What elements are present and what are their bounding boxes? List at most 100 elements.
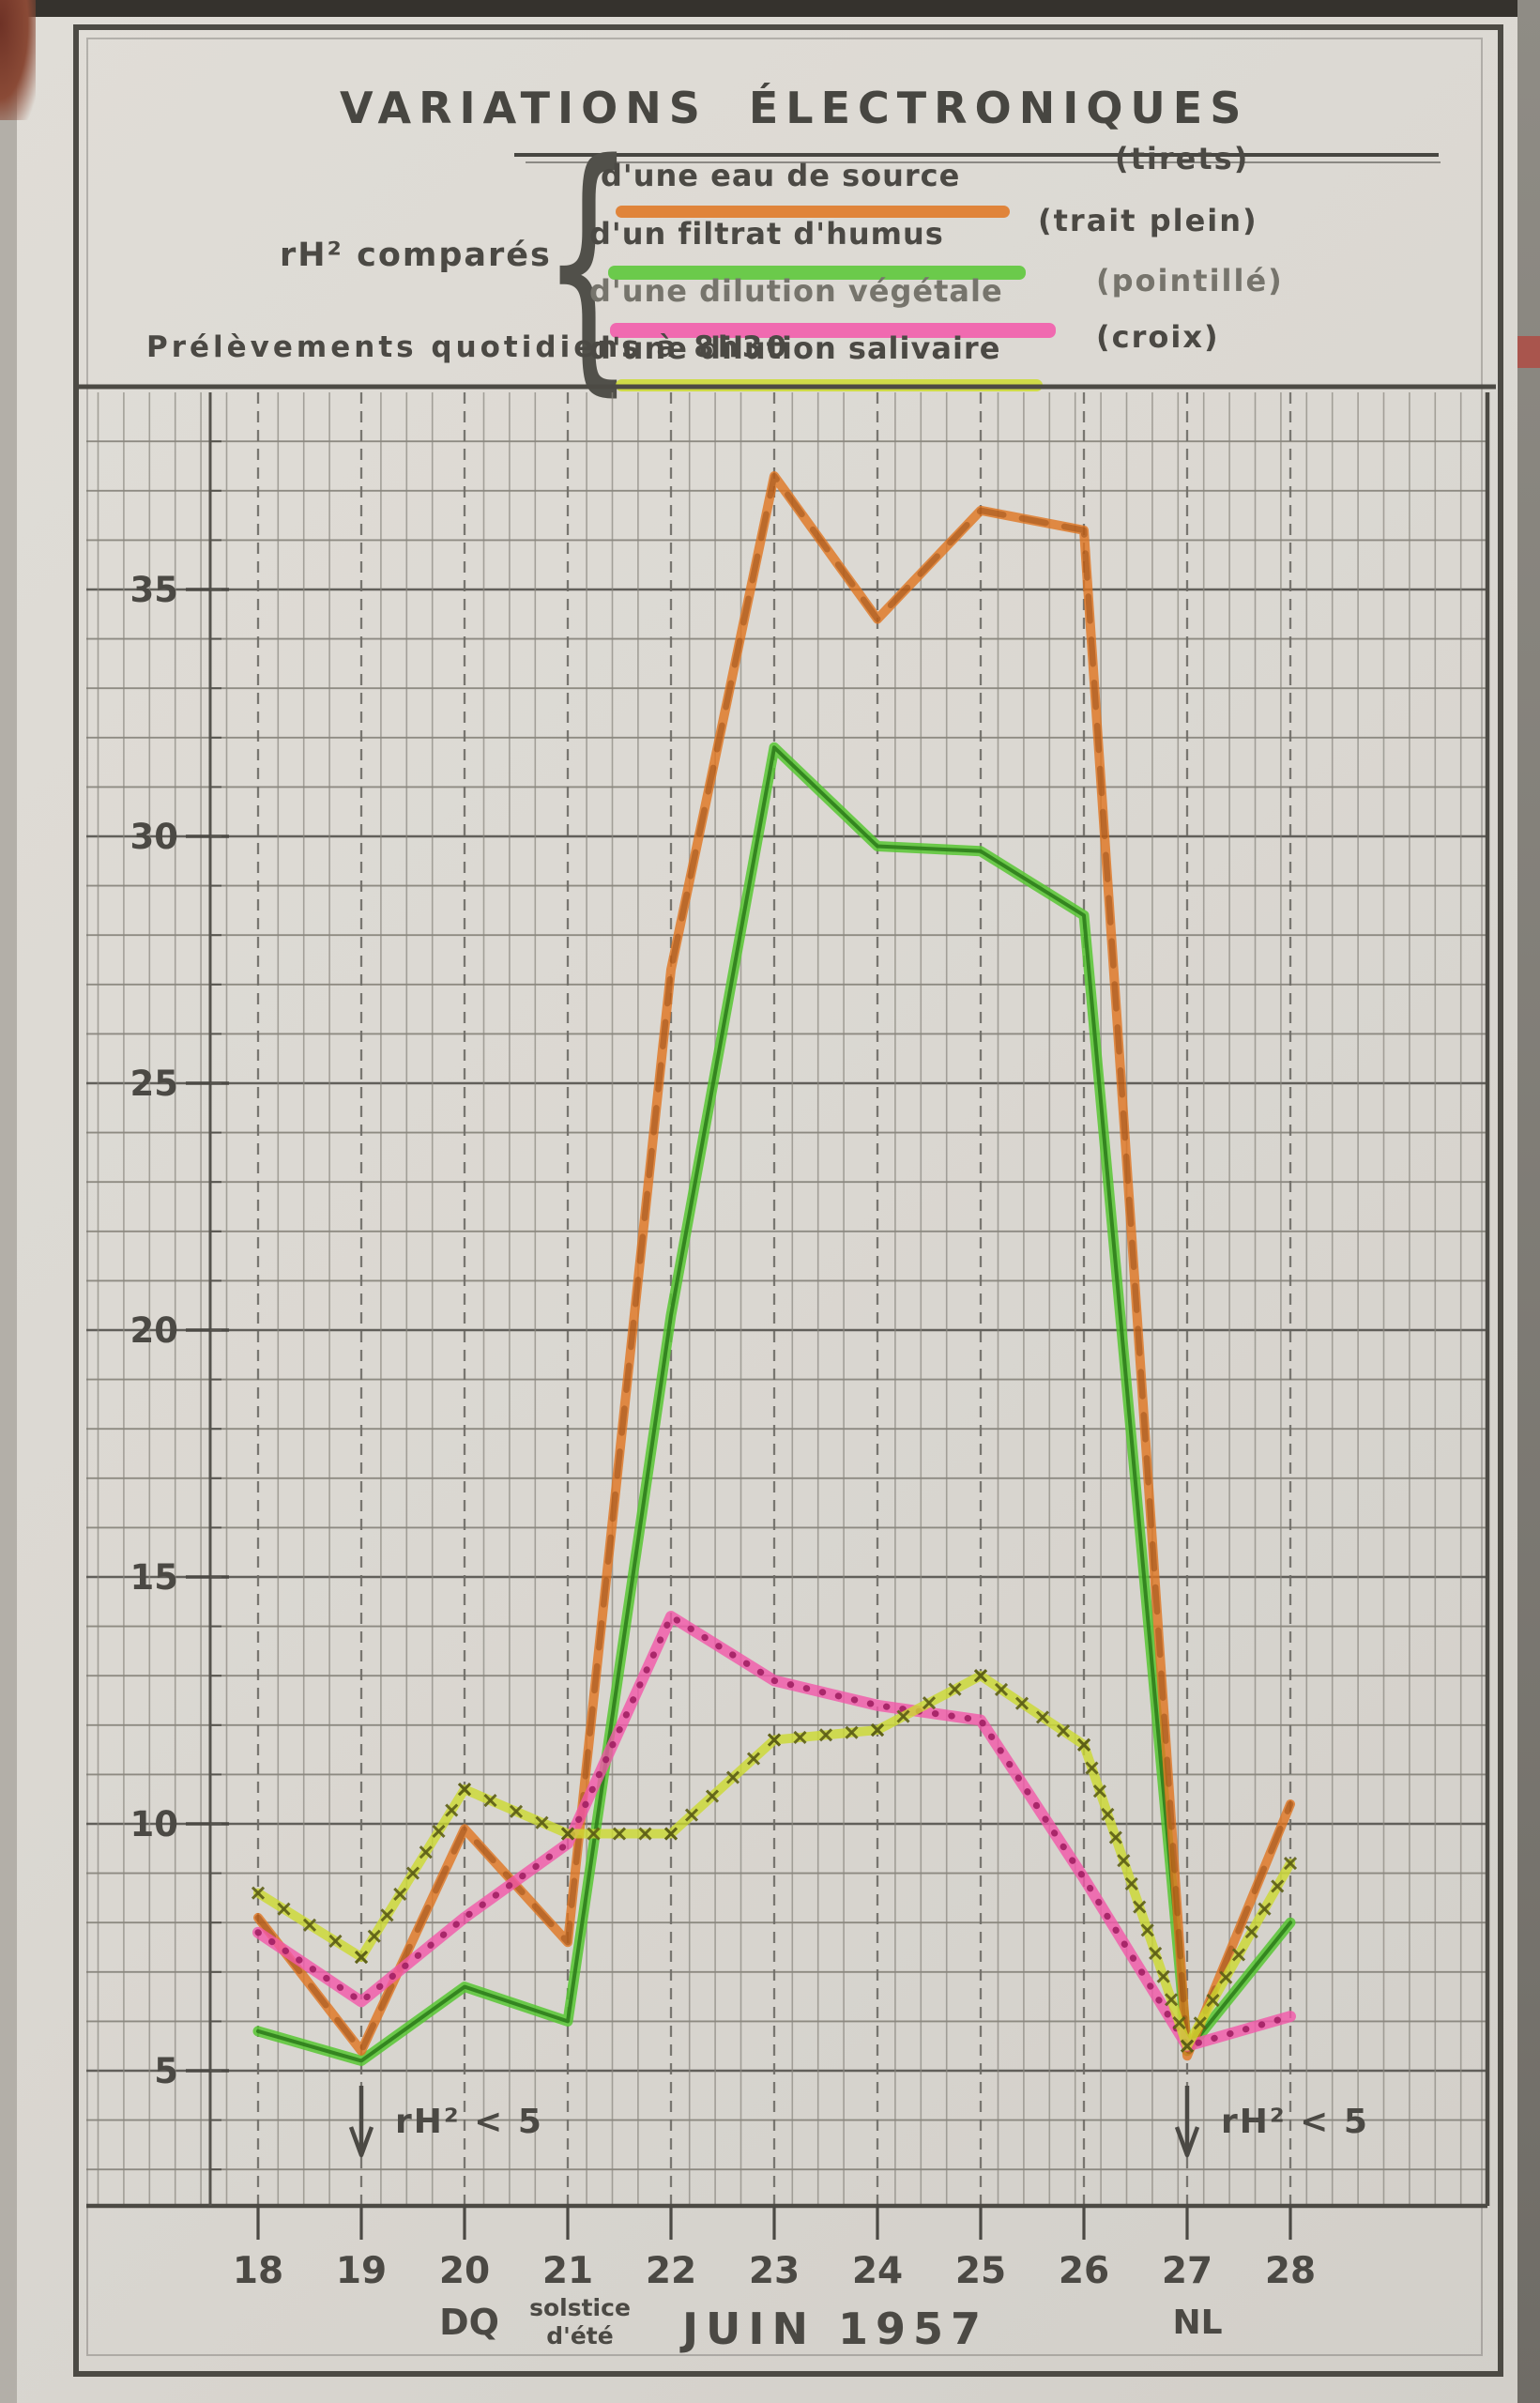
cross-mark	[1101, 1807, 1115, 1821]
red-edge-mark	[1517, 336, 1540, 368]
arrow-head	[1174, 2126, 1200, 2158]
legend-style-croix: (croix)	[1096, 319, 1220, 355]
red-corner-smear	[0, 0, 36, 120]
cross-mark	[354, 1950, 369, 1965]
y-tick-label: 15	[130, 1557, 179, 1598]
cross-mark	[922, 1696, 937, 1710]
cross-mark	[483, 1793, 497, 1808]
y-tick-label: 10	[130, 1804, 179, 1844]
cross-mark	[896, 1709, 910, 1723]
title-underline	[514, 153, 1439, 157]
page-border-frame	[73, 24, 1503, 2377]
cross-mark	[767, 1733, 782, 1747]
y-tick-label: 30	[130, 817, 179, 857]
cross-mark	[705, 1789, 720, 1803]
legend-item-dilution-salivaire: d'une dilution salivaire	[589, 330, 1001, 366]
cross-mark	[457, 1783, 472, 1797]
cross-mark	[419, 1845, 433, 1860]
chart-frame	[73, 384, 1496, 2209]
series-filtrat-d-humus	[252, 742, 1296, 2066]
x-tick-label: 20	[439, 2250, 490, 2292]
x-tick-label: 21	[542, 2250, 593, 2292]
legend-underline-orange	[616, 206, 1010, 218]
cross-mark	[393, 1887, 407, 1902]
y-tick-label: 5	[154, 2051, 178, 2091]
series-dilution-v-g-tale	[252, 1611, 1296, 2052]
legend-style-trait-plein: (trait plein)	[1038, 203, 1258, 238]
arrow-head	[348, 2126, 374, 2158]
y-tick-label: 20	[130, 1310, 179, 1351]
cross-mark	[1085, 1761, 1099, 1775]
cross-mark	[870, 1722, 885, 1737]
cross-mark	[1035, 1710, 1050, 1724]
x-tick-label: 19	[336, 2250, 387, 2292]
series-eau-de-source	[253, 471, 1295, 2061]
cross-mark	[1231, 1948, 1246, 1962]
x-tick-label: 23	[749, 2250, 800, 2292]
cross-mark	[302, 1918, 317, 1932]
cross-mark	[1140, 1923, 1154, 1937]
cross-mark	[277, 1902, 291, 1916]
cross-mark	[1108, 1830, 1122, 1844]
cross-mark	[1165, 1993, 1179, 2007]
cross-mark	[1056, 1724, 1071, 1738]
cross-mark	[1092, 1784, 1106, 1798]
cross-mark	[1117, 1854, 1131, 1868]
line-dashes	[254, 472, 1294, 2059]
line-dots	[254, 1613, 1294, 2050]
cross-mark	[1172, 2015, 1186, 2030]
page-title: VARIATIONS ÉLECTRONIQUES	[340, 83, 1249, 133]
cross-mark	[994, 1682, 1009, 1696]
cross-mark	[1014, 1696, 1029, 1710]
x-tick-label: 22	[646, 2250, 696, 2292]
cross-mark	[845, 1725, 859, 1739]
legend-brace: {	[541, 107, 635, 419]
photo-top-edge	[0, 0, 1540, 17]
cross-mark	[1124, 1876, 1138, 1890]
legend-item-eau-de-source: d'une eau de source	[601, 158, 961, 193]
cross-mark	[793, 1730, 807, 1745]
cross-mark	[746, 1752, 761, 1766]
legend-underline-pink	[610, 323, 1056, 338]
cross-mark	[1193, 2016, 1207, 2030]
sampling-note: Prélèvements quotidiens à 8h30	[146, 330, 791, 364]
page-border-frame-inner	[86, 38, 1483, 2356]
series-dilution-salivaire	[251, 1669, 1298, 2053]
x-tick-label: 18	[233, 2250, 283, 2292]
data-series	[251, 471, 1298, 2066]
calendar-mark-nl: NL	[1172, 2304, 1223, 2342]
cross-mark	[1219, 1970, 1233, 1984]
cross-mark	[509, 1804, 524, 1818]
legend-item-filtrat-humus: d'un filtrat d'humus	[589, 216, 944, 252]
cross-mark	[535, 1815, 549, 1829]
cross-mark	[638, 1827, 652, 1841]
cross-mark	[973, 1669, 988, 1683]
cross-mark	[1283, 1857, 1298, 1871]
y-tick-label: 35	[130, 570, 179, 610]
cross-mark	[328, 1934, 343, 1948]
cross-mark	[1244, 1925, 1258, 1939]
cross-mark	[432, 1824, 446, 1838]
legend-underline-green	[608, 266, 1026, 280]
legend-item-dilution-vegetale: d'une dilution végétale	[589, 273, 1003, 309]
cross-mark	[367, 1929, 381, 1943]
cross-mark	[1271, 1879, 1285, 1893]
cross-mark	[663, 1827, 679, 1841]
annotation-arrows	[348, 2086, 1200, 2158]
x-tick-label: 26	[1059, 2250, 1109, 2292]
cross-mark	[684, 1808, 699, 1822]
legend-style-tirets: (tirets)	[1115, 141, 1250, 176]
grid-lines	[86, 392, 1487, 2206]
cross-mark	[380, 1908, 394, 1922]
cross-mark	[612, 1827, 627, 1841]
cross-mark	[560, 1827, 575, 1841]
annotation-rh-below-5-day27: rH² < 5	[1221, 2103, 1369, 2141]
title-underline-second-stroke	[526, 161, 1441, 163]
cross-mark	[1206, 1993, 1220, 2008]
x-tick-label: 27	[1162, 2250, 1212, 2292]
cross-mark	[818, 1728, 833, 1742]
calendar-mark-solstice: solstice d'été	[514, 2294, 646, 2350]
x-tick-label: 24	[852, 2250, 903, 2292]
